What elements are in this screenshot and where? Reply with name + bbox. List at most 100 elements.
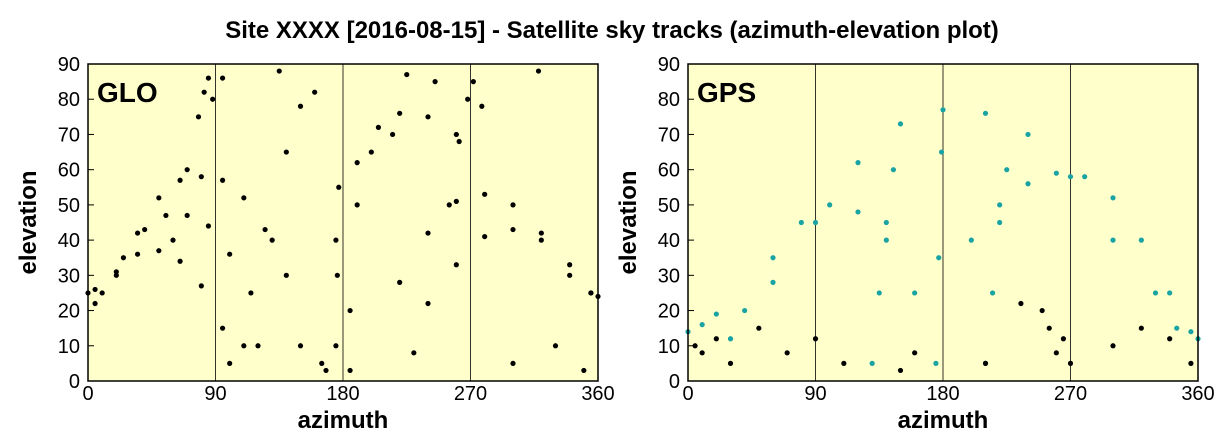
point <box>142 226 148 233</box>
point <box>1004 167 1010 173</box>
point <box>336 184 342 190</box>
point <box>389 131 396 138</box>
y-tick-label: 20 <box>658 301 680 323</box>
point <box>552 343 559 349</box>
point <box>538 230 544 236</box>
y-tick-label: 10 <box>58 336 80 358</box>
point <box>940 107 946 113</box>
point <box>897 121 904 127</box>
point <box>163 212 169 219</box>
point <box>446 202 452 208</box>
x-tick-label: 180 <box>926 383 959 405</box>
y-axis-label: elevation <box>15 170 42 274</box>
point <box>241 343 247 349</box>
y-tick-label: 30 <box>58 265 80 287</box>
point <box>890 167 897 173</box>
point <box>936 255 942 261</box>
point <box>255 343 261 349</box>
x-tick-label: 0 <box>682 383 693 405</box>
y-tick-label: 30 <box>658 265 680 287</box>
point <box>241 195 247 201</box>
point <box>411 350 417 356</box>
point <box>347 367 353 374</box>
point <box>425 300 431 307</box>
point <box>1167 290 1173 296</box>
point <box>713 336 719 342</box>
point <box>397 279 403 285</box>
point <box>770 279 776 285</box>
point <box>397 110 403 116</box>
point <box>1046 325 1052 331</box>
point <box>283 272 289 278</box>
point <box>1174 325 1180 331</box>
point <box>699 350 705 356</box>
y-tick-label: 50 <box>658 195 680 217</box>
y-axis-label: elevation <box>615 170 642 274</box>
point <box>375 124 382 130</box>
y-tick-label: 60 <box>58 160 80 182</box>
y-tick-label: 0 <box>69 371 80 393</box>
point <box>567 272 573 278</box>
y-tick-label: 80 <box>58 89 80 111</box>
x-tick-label: 0 <box>82 383 93 405</box>
point <box>262 226 268 233</box>
point <box>1082 174 1088 180</box>
figure-title: Site XXXX [2016-08-15] - Satellite sky t… <box>225 17 999 44</box>
point <box>219 325 226 331</box>
point <box>219 177 226 183</box>
point <box>453 131 459 138</box>
point <box>1110 343 1116 349</box>
point <box>1025 181 1031 187</box>
y-tick-label: 90 <box>658 54 680 76</box>
point <box>727 336 734 342</box>
point <box>227 360 233 366</box>
plot-frame <box>87 63 599 382</box>
y-tick-label: 80 <box>658 89 680 111</box>
point <box>319 360 325 366</box>
point <box>205 223 212 229</box>
point <box>92 300 98 307</box>
point <box>538 237 544 243</box>
point <box>588 290 594 296</box>
point <box>198 283 204 289</box>
point <box>201 89 207 95</box>
point <box>938 149 945 155</box>
point <box>997 202 1003 208</box>
y-tick-label: 70 <box>58 124 80 146</box>
point <box>1039 307 1045 314</box>
point <box>876 290 882 296</box>
point <box>1053 170 1059 176</box>
y-tick-label: 70 <box>658 124 680 146</box>
x-tick-label: 90 <box>804 383 826 405</box>
point <box>227 251 233 257</box>
point <box>997 219 1003 226</box>
point <box>510 226 516 233</box>
point <box>742 307 748 314</box>
point <box>205 75 212 81</box>
point <box>869 360 875 366</box>
x-tick-label: 180 <box>326 383 359 405</box>
point <box>453 262 459 268</box>
y-tick-label: 40 <box>658 230 680 252</box>
point <box>1067 174 1074 180</box>
point <box>1110 237 1116 243</box>
point <box>354 202 360 208</box>
point <box>770 255 776 261</box>
point <box>883 219 889 226</box>
point <box>99 290 105 296</box>
point <box>334 272 340 278</box>
point <box>912 350 918 356</box>
point <box>1067 360 1074 366</box>
x-tick-label: 270 <box>1054 383 1087 405</box>
point <box>432 79 438 85</box>
point <box>827 202 833 208</box>
point <box>1167 336 1173 342</box>
point <box>297 343 304 349</box>
point <box>1053 350 1059 356</box>
y-tick-label: 90 <box>58 54 80 76</box>
point <box>1025 131 1031 138</box>
x-tick-label: 360 <box>581 383 614 405</box>
point <box>184 167 190 173</box>
point <box>354 160 360 166</box>
